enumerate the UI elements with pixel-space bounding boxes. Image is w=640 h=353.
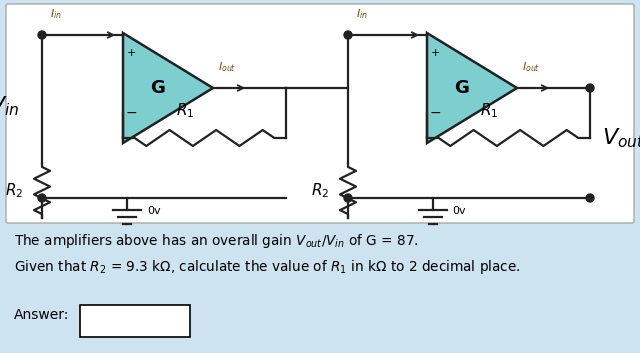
- Text: 0v: 0v: [147, 206, 161, 216]
- Polygon shape: [123, 33, 213, 143]
- Text: Answer:: Answer:: [14, 308, 69, 322]
- FancyBboxPatch shape: [6, 4, 634, 223]
- Text: +: +: [126, 48, 136, 58]
- Text: $V_{out}$: $V_{out}$: [602, 126, 640, 150]
- Circle shape: [586, 194, 594, 202]
- Circle shape: [344, 31, 352, 39]
- Text: $R_2$: $R_2$: [5, 181, 23, 200]
- Text: $I_{out}$: $I_{out}$: [522, 60, 540, 74]
- Text: G: G: [454, 79, 469, 97]
- Text: +: +: [430, 48, 440, 58]
- Text: $R_1$: $R_1$: [176, 101, 194, 120]
- Polygon shape: [427, 33, 517, 143]
- Circle shape: [38, 194, 46, 202]
- Text: $I_{out}$: $I_{out}$: [218, 60, 236, 74]
- Circle shape: [38, 31, 46, 39]
- Text: $R_2$: $R_2$: [311, 181, 329, 200]
- Bar: [80, 305, 190, 337]
- Text: $V_{in}$: $V_{in}$: [0, 95, 19, 118]
- Circle shape: [344, 194, 352, 202]
- Text: $R_1$: $R_1$: [480, 101, 498, 120]
- Circle shape: [586, 84, 594, 92]
- Text: The amplifiers above has an overall gain $V_{out}/V_{in}$ of G = 87.: The amplifiers above has an overall gain…: [14, 232, 419, 250]
- Text: $I_{in}$: $I_{in}$: [356, 7, 368, 21]
- Text: $I_{in}$: $I_{in}$: [50, 7, 62, 21]
- Text: G: G: [150, 79, 165, 97]
- Text: 0v: 0v: [452, 206, 467, 216]
- Text: −: −: [429, 106, 441, 120]
- Text: −: −: [125, 106, 137, 120]
- Text: Given that $R_2$ = 9.3 k$\Omega$, calculate the value of $R_1$ in k$\Omega$ to 2: Given that $R_2$ = 9.3 k$\Omega$, calcul…: [14, 258, 520, 276]
